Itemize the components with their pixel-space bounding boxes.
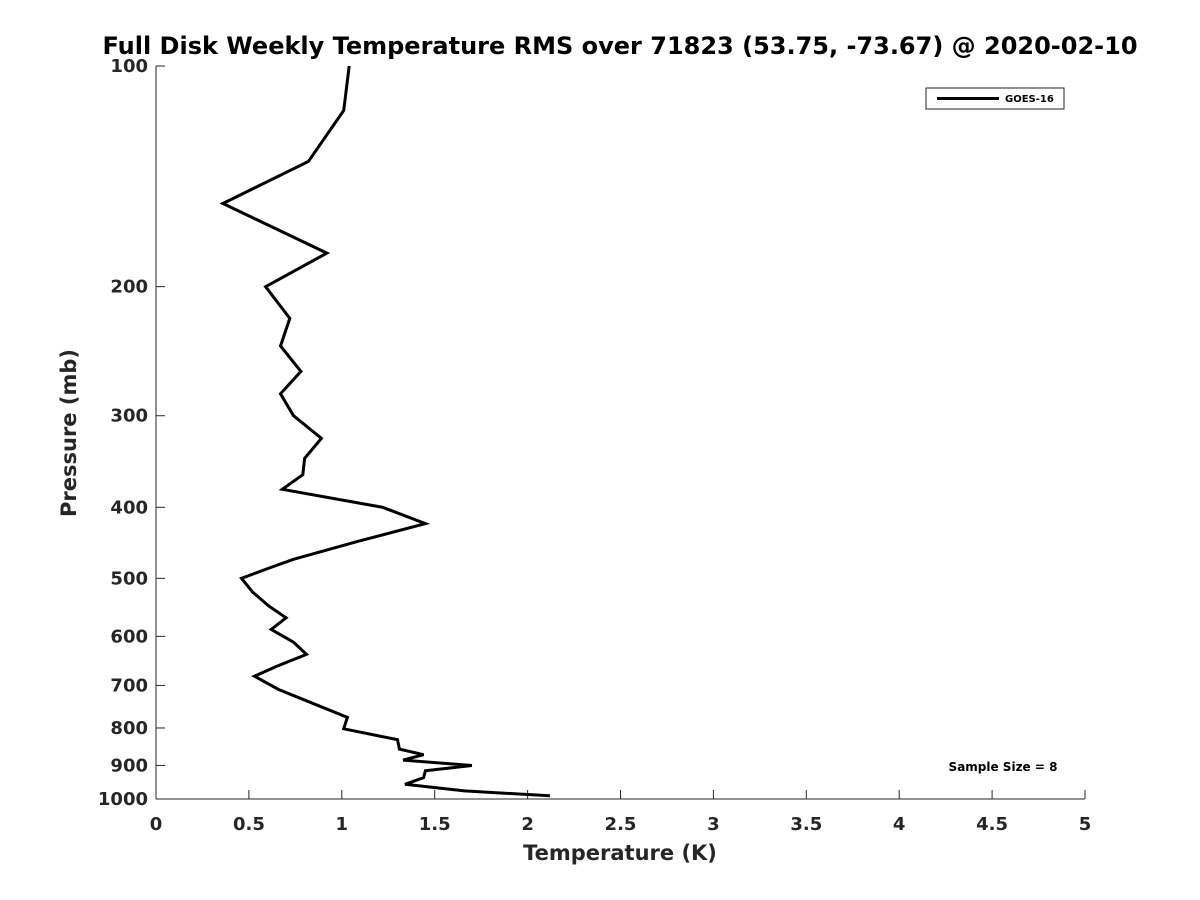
x-tick-label: 1.5 <box>419 814 451 835</box>
y-tick-label: 200 <box>110 277 148 298</box>
x-tick-label: 2 <box>521 814 534 835</box>
y-tick-label: 600 <box>110 626 148 647</box>
y-tick-label: 300 <box>110 406 148 427</box>
series-line-goes-16 <box>219 65 550 798</box>
x-tick-label: 0 <box>150 814 163 835</box>
x-tick-label: 3.5 <box>790 814 822 835</box>
y-tick-label: 1000 <box>98 789 148 810</box>
y-tick-label: 500 <box>110 568 148 589</box>
x-tick-label: 3 <box>707 814 720 835</box>
y-tick-label: 700 <box>110 675 148 696</box>
x-tick-label: 4.5 <box>976 814 1008 835</box>
plot-area <box>156 66 1085 799</box>
x-tick-label: 1 <box>336 814 349 835</box>
plot-axes <box>155 66 1085 800</box>
y-tick-label: 400 <box>110 497 148 518</box>
y-axis-label: Pressure (mb) <box>57 349 81 517</box>
x-tick-label: 2.5 <box>605 814 637 835</box>
y-tick-label: 100 <box>110 56 148 77</box>
legend-label-goes-16: GOES-16 <box>1005 94 1054 105</box>
x-ticks: 0 0.5 1 1.5 2 2.5 3 3.5 4 4.5 5 <box>150 790 1092 835</box>
x-axis-label: Temperature (K) <box>523 841 717 865</box>
x-tick-label: 4 <box>893 814 906 835</box>
x-tick-label: 5 <box>1079 814 1092 835</box>
legend: GOES-16 <box>925 87 1065 110</box>
y-tick-label: 900 <box>110 755 148 776</box>
x-tick-label: 0.5 <box>233 814 265 835</box>
sample-size-annotation: Sample Size = 8 <box>949 760 1058 774</box>
y-ticks: 100 200 300 400 500 600 700 800 900 1000 <box>98 56 165 810</box>
chart-title: Full Disk Weekly Temperature RMS over 71… <box>102 32 1137 60</box>
y-tick-label: 800 <box>110 718 148 739</box>
